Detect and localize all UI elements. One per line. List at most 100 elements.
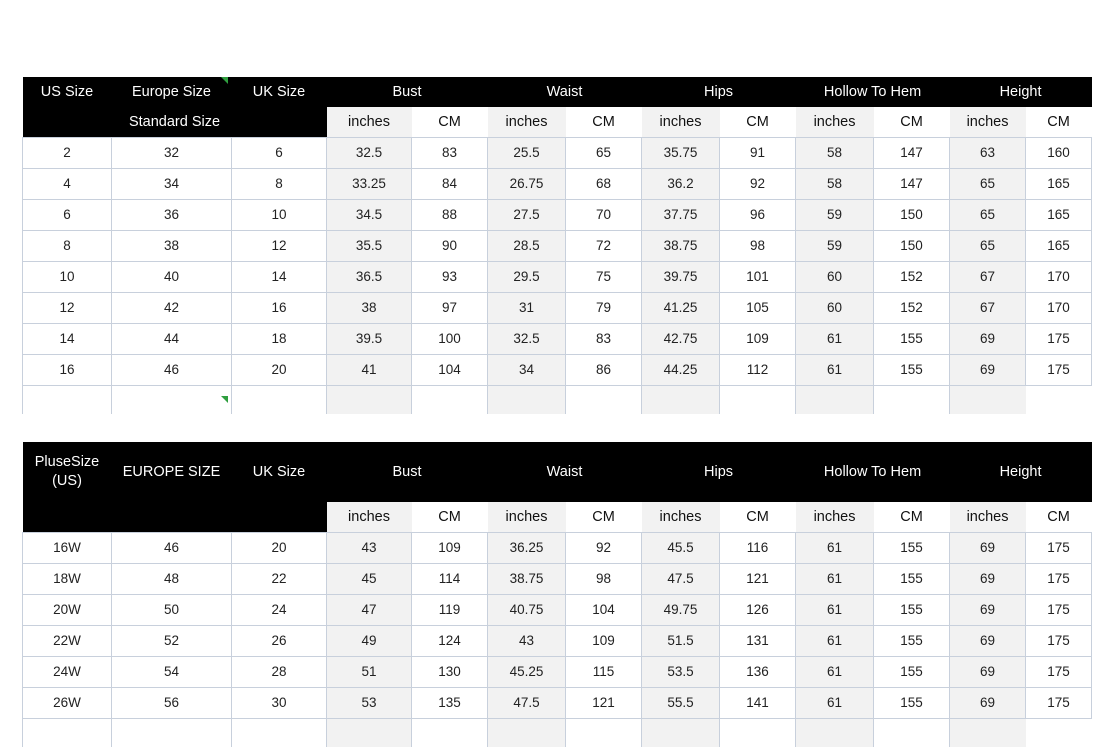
unit-header-hollow-cm: CM xyxy=(874,107,950,138)
table-cell: 152 xyxy=(874,262,950,293)
table-cell: 124 xyxy=(412,626,488,657)
table-cell: 114 xyxy=(412,564,488,595)
table-cell: 155 xyxy=(874,657,950,688)
table-cell: 175 xyxy=(1026,564,1092,595)
spacer-cell xyxy=(642,386,720,415)
table-cell: 8 xyxy=(232,169,327,200)
table-cell: 36.5 xyxy=(327,262,412,293)
table-cell: 55.5 xyxy=(642,688,720,719)
table-cell: 34 xyxy=(488,355,566,386)
table-cell: 16 xyxy=(23,355,112,386)
table-cell: 27.5 xyxy=(488,200,566,231)
table-cell: 116 xyxy=(720,533,796,564)
spacer-cell xyxy=(796,719,874,747)
table-cell: 115 xyxy=(566,657,642,688)
spacer-cell xyxy=(488,719,566,747)
table-cell: 155 xyxy=(874,688,950,719)
table-cell: 47 xyxy=(327,595,412,626)
spacer-cell xyxy=(327,719,412,747)
table-cell: 26 xyxy=(232,626,327,657)
table-cell: 109 xyxy=(412,533,488,564)
table-cell: 45.5 xyxy=(642,533,720,564)
table-cell: 38 xyxy=(112,231,232,262)
spacer-cell xyxy=(488,386,566,415)
table-cell: 31 xyxy=(488,293,566,324)
group-header-hollow-to-hem: Hollow To Hem xyxy=(796,442,950,502)
unit-header-hips-inches: inches xyxy=(642,107,720,138)
pluse-size-line1: PluseSize xyxy=(35,454,99,470)
table-cell: 20 xyxy=(232,355,327,386)
table-cell: 29.5 xyxy=(488,262,566,293)
table-spacer-row xyxy=(23,386,1092,415)
group-header-uk-size: UK Size xyxy=(232,77,327,107)
table-cell: 34.5 xyxy=(327,200,412,231)
table-cell: 61 xyxy=(796,657,874,688)
spacer-cell xyxy=(796,386,874,415)
table-cell: 104 xyxy=(566,595,642,626)
table-cell: 22W xyxy=(23,626,112,657)
table-cell: 92 xyxy=(566,533,642,564)
unit-header-waist-inches: inches xyxy=(488,107,566,138)
table-cell: 24W xyxy=(23,657,112,688)
table-cell: 48 xyxy=(112,564,232,595)
group-header-waist: Waist xyxy=(488,77,642,107)
table-cell: 20W xyxy=(23,595,112,626)
table-cell: 10 xyxy=(232,200,327,231)
table-cell: 58 xyxy=(796,169,874,200)
table-cell: 170 xyxy=(1026,262,1092,293)
table-cell: 39.75 xyxy=(642,262,720,293)
table-cell: 175 xyxy=(1026,595,1092,626)
table-cell: 14 xyxy=(232,262,327,293)
table-cell: 32.5 xyxy=(488,324,566,355)
table-cell: 44.25 xyxy=(642,355,720,386)
unit-header-row: inches CM inches CM inches CM inches CM … xyxy=(23,502,1092,533)
table-cell: 121 xyxy=(566,688,642,719)
table-cell: 26W xyxy=(23,688,112,719)
table-cell: 35.75 xyxy=(642,138,720,169)
table-cell: 16W xyxy=(23,533,112,564)
table-cell: 69 xyxy=(950,626,1026,657)
table-cell: 38.75 xyxy=(488,564,566,595)
group-header-height: Height xyxy=(950,442,1092,502)
table-cell: 65 xyxy=(950,169,1026,200)
table-cell: 92 xyxy=(720,169,796,200)
spacer-cell xyxy=(112,719,232,747)
table-cell: 59 xyxy=(796,200,874,231)
group-header-europe-size: EUROPE SIZE xyxy=(112,442,232,502)
table-cell: 155 xyxy=(874,533,950,564)
table-cell: 43 xyxy=(488,626,566,657)
table-cell: 131 xyxy=(720,626,796,657)
table-cell: 165 xyxy=(1026,200,1092,231)
group-header-bust: Bust xyxy=(327,77,488,107)
group-header-row: US Size Europe Size UK Size Bust Waist H… xyxy=(23,77,1092,107)
plus-size-table-body: PluseSize (US) EUROPE SIZE UK Size Bust … xyxy=(23,442,1092,747)
table-cell: 45 xyxy=(327,564,412,595)
table-cell: 61 xyxy=(796,324,874,355)
table-cell: 175 xyxy=(1026,657,1092,688)
unit-header-height-cm: CM xyxy=(1026,502,1092,533)
unit-header-bust-cm: CM xyxy=(412,107,488,138)
table-cell: 65 xyxy=(566,138,642,169)
unit-header-waist-inches: inches xyxy=(488,502,566,533)
table-cell: 56 xyxy=(112,688,232,719)
group-header-height: Height xyxy=(950,77,1092,107)
table-cell: 90 xyxy=(412,231,488,262)
table-cell: 38.75 xyxy=(642,231,720,262)
table-cell: 33.25 xyxy=(327,169,412,200)
spacer-cell xyxy=(1026,719,1092,747)
spacer-cell xyxy=(23,386,112,415)
table-cell: 28.5 xyxy=(488,231,566,262)
table-cell: 24 xyxy=(232,595,327,626)
table-cell: 12 xyxy=(232,231,327,262)
table-cell: 79 xyxy=(566,293,642,324)
table-cell: 112 xyxy=(720,355,796,386)
table-cell: 39.5 xyxy=(327,324,412,355)
table-cell: 67 xyxy=(950,293,1026,324)
table-cell: 6 xyxy=(23,200,112,231)
group-header-waist: Waist xyxy=(488,442,642,502)
